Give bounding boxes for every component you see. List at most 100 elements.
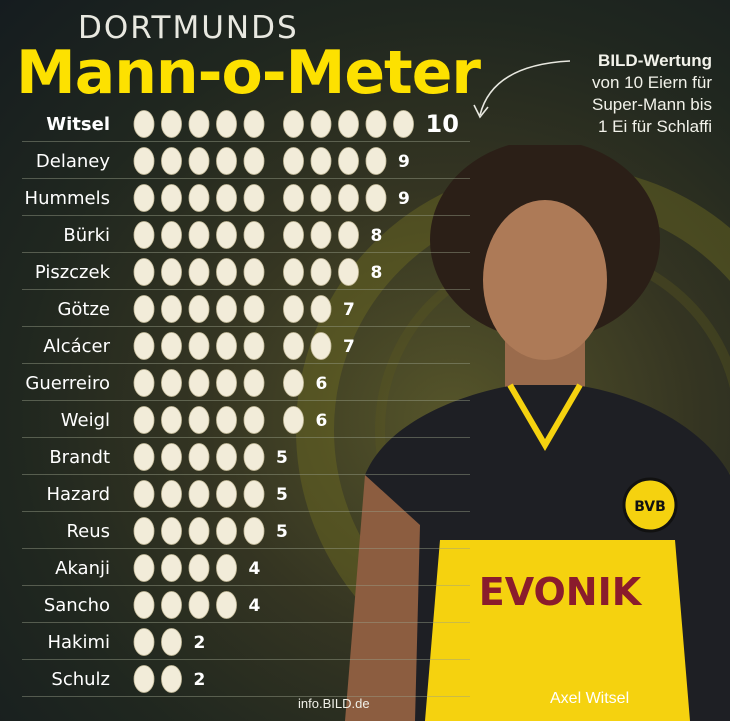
egg-mark [243,369,265,397]
egg-mark [133,258,155,286]
egg-mark [216,554,237,582]
egg-mark [161,258,182,286]
chart-kicker: DORTMUNDS [78,10,299,46]
egg-mark [133,147,155,175]
egg-mark [133,480,155,508]
egg-mark [393,110,414,138]
egg-mark [188,184,210,212]
value-label: 7 [343,300,355,320]
egg-mark [161,221,182,249]
value-label: 2 [194,670,206,690]
egg-mark [243,443,265,471]
player-label: Delaney [36,151,110,172]
source-credit: info.BILD.de [298,696,370,711]
chart-row-5: Götze 7 [22,295,470,327]
value-label: 6 [316,411,328,431]
chart-row-6: Alcácer 7 [22,332,470,364]
value-label: 9 [398,189,410,209]
player-label: Brandt [49,447,110,468]
egg-mark [188,369,210,397]
egg-mark [365,147,387,175]
egg-mark [133,184,155,212]
egg-mark [243,332,265,360]
egg-mark [338,221,359,249]
egg-mark [216,369,237,397]
chart-row-15: Schulz 2 [22,665,470,697]
egg-mark [133,406,155,434]
egg-mark [216,295,237,323]
egg-mark [216,443,237,471]
player-label: Witsel [46,114,110,135]
egg-mark [133,591,155,619]
egg-mark [188,147,210,175]
chart-row-12: Akanji 4 [22,554,470,586]
egg-mark [310,147,332,175]
egg-mark [216,480,237,508]
egg-mark [161,406,182,434]
egg-mark [133,517,155,545]
egg-mark [188,221,210,249]
egg-mark [310,258,332,286]
chart-row-8: Weigl 6 [22,406,470,438]
value-label: 5 [276,485,288,505]
egg-mark [310,295,332,323]
egg-mark [338,147,359,175]
player-label: Schulz [51,669,110,690]
egg-mark [161,665,182,693]
chart-row-11: Reus 5 [22,517,470,549]
egg-mark [283,258,304,286]
chart-row-1: Delaney 9 [22,147,470,179]
egg-mark [216,591,237,619]
player-label: Alcácer [43,336,110,357]
egg-mark [216,184,237,212]
value-label: 6 [316,374,328,394]
value-label: 5 [276,448,288,468]
egg-mark [365,184,387,212]
egg-mark [365,110,387,138]
egg-mark [161,184,182,212]
egg-mark [283,147,304,175]
chart-row-14: Hakimi 2 [22,628,470,660]
egg-mark [310,184,332,212]
player-photo: EVONIK BVB [345,145,730,721]
rating-note-line-3: 1 Ei für Schlaffi [597,117,712,136]
svg-text:BVB: BVB [634,499,666,515]
rating-note-line-1: von 10 Eiern für [591,73,712,92]
player-label: Hazard [46,484,110,505]
player-label: Akanji [55,558,110,579]
egg-mark [188,332,210,360]
egg-mark [133,665,155,693]
egg-mark [283,295,304,323]
egg-mark [283,332,304,360]
egg-mark [216,110,237,138]
egg-mark [310,110,332,138]
egg-mark [338,110,359,138]
chart-row-13: Sancho 4 [22,591,470,623]
player-caption: Axel Witsel [550,690,630,707]
egg-mark [161,332,182,360]
egg-mark [216,258,237,286]
egg-mark [161,554,182,582]
player-label: Weigl [61,410,110,431]
egg-mark [161,147,182,175]
egg-mark [243,258,265,286]
player-label: Bürki [63,225,110,246]
egg-mark [133,110,155,138]
egg-mark [161,628,182,656]
chart-title: Mann-o-Meter [16,38,481,108]
egg-mark [243,184,265,212]
egg-mark [188,554,210,582]
value-label: 4 [249,596,261,616]
chart-row-4: Piszczek 8 [22,258,470,290]
chart-row-7: Guerreiro 6 [22,369,470,401]
egg-mark [161,110,182,138]
egg-mark [188,406,210,434]
value-label: 2 [194,633,206,653]
egg-mark [188,443,210,471]
rating-note-line-2: Super-Mann bis [591,95,712,114]
egg-mark [161,480,182,508]
egg-mark [216,332,237,360]
chart-row-2: Hummels 9 [22,184,470,216]
egg-mark [133,332,155,360]
